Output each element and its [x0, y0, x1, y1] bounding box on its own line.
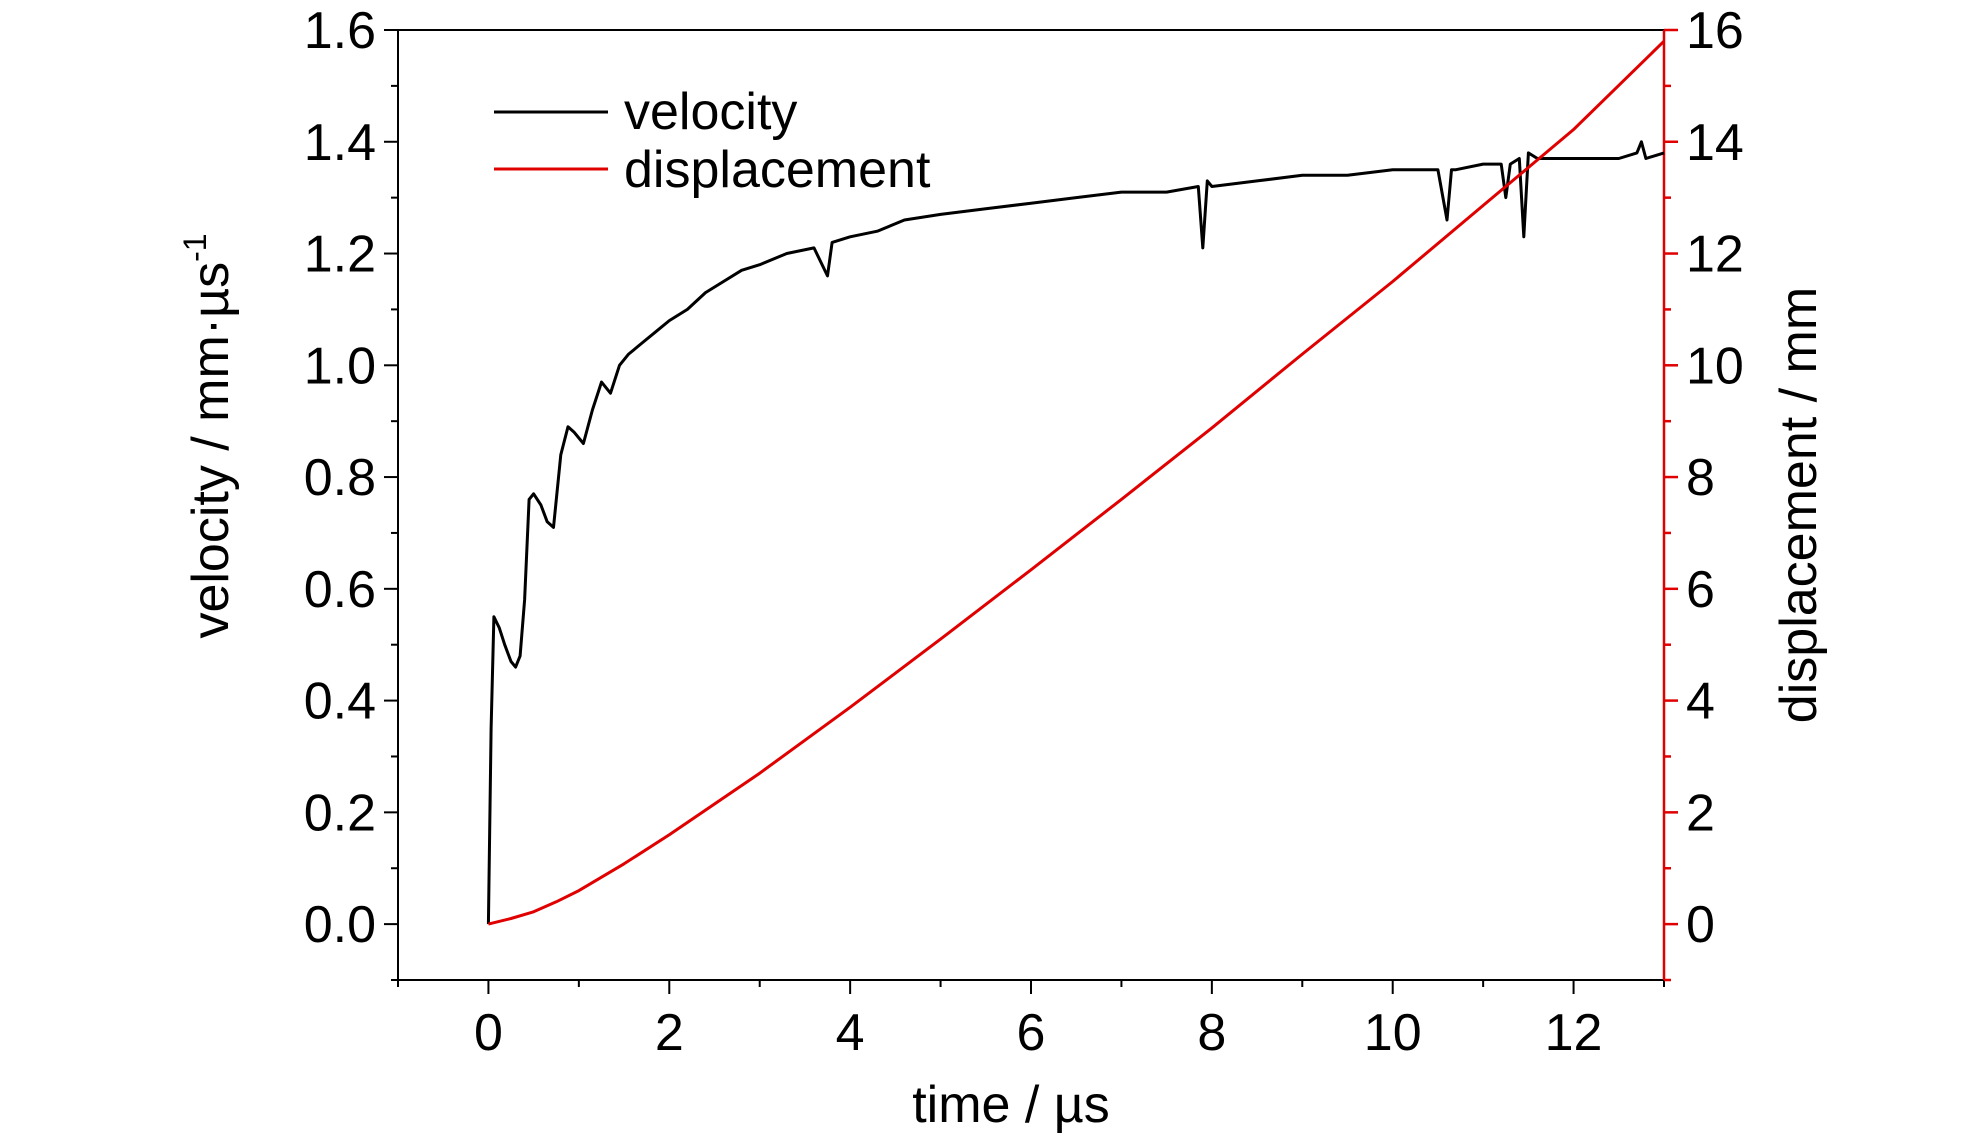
y-left-tick-label: 1.4 [304, 114, 376, 172]
svg-text:velocity / mm·µs-1: velocity / mm·µs-1 [177, 233, 240, 638]
x-tick-label: 12 [1545, 1004, 1603, 1062]
x-tick-label: 4 [836, 1004, 865, 1062]
x-tick-label: 0 [474, 1004, 503, 1062]
x-axis-title: time / µs [912, 1076, 1110, 1134]
right-axis-title: displacement / mm [1770, 287, 1828, 723]
x-tick-label: 8 [1197, 1004, 1226, 1062]
y-left-tick-label: 0.2 [304, 784, 376, 842]
legend-label-displacement: displacement [624, 141, 931, 199]
left-axis-title-superscript: -1 [177, 233, 213, 261]
y-right-tick-label: 10 [1686, 337, 1744, 395]
series-line-displacement [488, 40, 1666, 926]
x-tick-label: 2 [655, 1004, 684, 1062]
plot-frame [397, 29, 1665, 981]
y-left-tick-label: 0.6 [304, 561, 376, 619]
y-right-tick-label: 0 [1686, 896, 1715, 954]
legend-label-velocity: velocity [624, 83, 797, 141]
y-right-tick-label: 6 [1686, 561, 1715, 619]
y-right-tick-label: 4 [1686, 673, 1715, 731]
y-left-tick-label: 0.0 [304, 896, 376, 954]
tick-labels: 0 2 4 6 8 10 12 0.0 0.2 0.4 0.6 0.8 1.0 1.2 1.4 1.6 0 2 4 6… [304, 2, 1744, 1062]
y-right-tick-label: 16 [1686, 2, 1744, 60]
y-left-tick-label: 0.8 [304, 449, 376, 507]
y-left-tick-label: 1.2 [304, 226, 376, 284]
legend: velocity displacement [494, 83, 931, 199]
series-layer [486, 40, 1666, 926]
x-tick-label: 6 [1017, 1004, 1046, 1062]
y-left-tick-label: 0.4 [304, 673, 376, 731]
tick-marks [384, 28, 1678, 994]
right-axis-title-text: displacement / mm [1770, 287, 1828, 723]
y-right-tick-label: 8 [1686, 449, 1715, 507]
left-axis-title: velocity / mm·µs-1 [177, 233, 240, 638]
x-tick-label: 10 [1364, 1004, 1422, 1062]
series-line-velocity [486, 140, 1665, 925]
y-right-tick-label: 12 [1686, 226, 1744, 284]
y-left-tick-label: 1.6 [304, 2, 376, 60]
y-right-tick-label: 2 [1686, 784, 1715, 842]
y-right-tick-label: 14 [1686, 114, 1744, 172]
left-axis-title-text: velocity / mm·µs [182, 262, 240, 639]
y-left-tick-label: 1.0 [304, 337, 376, 395]
